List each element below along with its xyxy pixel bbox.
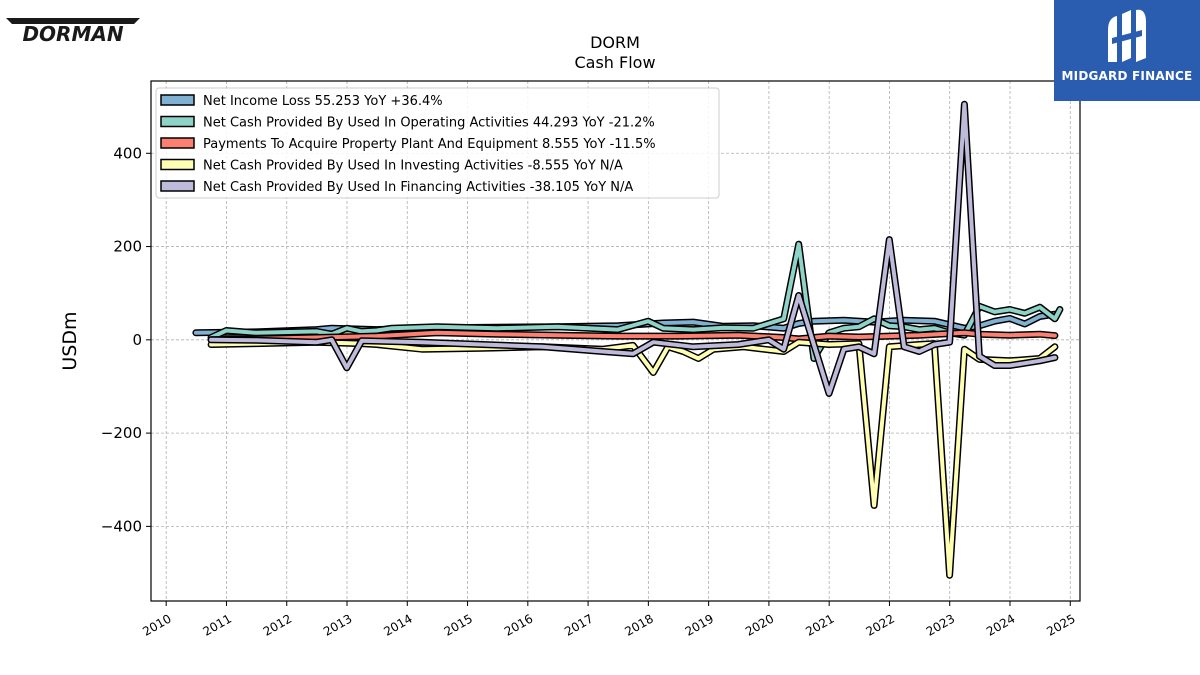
x-tick-label: 2015 — [442, 611, 475, 638]
legend: Net Income Loss 55.253 YoY +36.4% Net Cas… — [155, 87, 720, 199]
x-tick-label: 2014 — [381, 611, 414, 638]
x-tick-label: 2022 — [863, 611, 896, 638]
midgard-logo-text: MIDGARD FINANCE — [1061, 69, 1193, 83]
x-tick-label: 2019 — [683, 611, 716, 638]
legend-swatch — [160, 180, 195, 192]
midgard-finance-logo: MIDGARD FINANCE — [1054, 0, 1200, 101]
y-tick-label: −200 — [101, 424, 142, 442]
x-tick-label: 2020 — [743, 611, 776, 638]
series-outline — [207, 338, 1059, 579]
legend-swatch — [160, 115, 195, 128]
series-line — [209, 102, 1057, 396]
legend-swatch — [160, 137, 195, 149]
y-tick-label: −400 — [101, 517, 142, 535]
legend-entry: Net Cash Provided By Used In Investing A… — [203, 159, 623, 174]
x-tick-label: 2016 — [502, 611, 535, 638]
midgard-emblem-icon — [1108, 9, 1146, 62]
x-tick-label: 2024 — [984, 611, 1017, 638]
x-tick-label: 2011 — [201, 611, 234, 638]
series-group — [192, 100, 1064, 579]
x-tick-label: 2025 — [1044, 611, 1077, 638]
x-tick-label: 2023 — [924, 611, 957, 638]
x-tick-label: 2010 — [140, 611, 173, 638]
y-axis: −400 −200 0 200 400 — [101, 144, 151, 535]
series-line — [209, 340, 1057, 578]
y-tick-label: 0 — [132, 331, 142, 349]
x-axis: 2010 2011 2012 2013 2014 2015 2016 2017 2018 2019… — [140, 601, 1078, 639]
legend-swatch — [160, 158, 195, 171]
dorman-logo: DORMAN — [6, 18, 140, 44]
legend-entry: Net Cash Provided By Used In Operating A… — [203, 116, 655, 131]
chart-title: DORM — [590, 33, 640, 52]
legend-swatch — [160, 94, 195, 106]
x-tick-label: 2017 — [562, 611, 595, 638]
legend-box — [155, 87, 720, 199]
x-tick-label: 2021 — [803, 611, 836, 638]
chart-subtitle: Cash Flow — [574, 53, 656, 72]
legend-entry: Net Income Loss 55.253 YoY +36.4% — [203, 94, 443, 109]
y-tick-label: 400 — [113, 144, 142, 162]
x-tick-label: 2013 — [321, 611, 354, 638]
x-tick-label: 2018 — [622, 611, 655, 638]
y-tick-label: 200 — [113, 238, 142, 256]
legend-entry: Payments To Acquire Property Plant And E… — [203, 137, 656, 152]
plot-frame — [150, 80, 1081, 602]
dorman-logo-text: DORMAN — [22, 22, 123, 44]
legend-entry: Net Cash Provided By Used In Financing A… — [203, 180, 633, 195]
y-axis-label: USDm — [59, 311, 81, 370]
x-tick-label: 2012 — [261, 611, 294, 638]
